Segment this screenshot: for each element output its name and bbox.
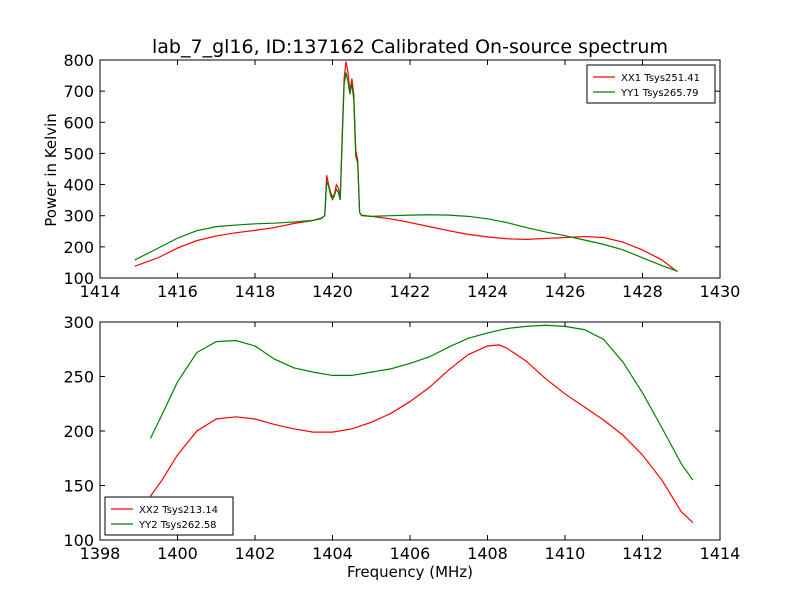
bottom-ytick-label: 300 bbox=[63, 313, 94, 332]
bottom-xtick-label: 1404 bbox=[312, 544, 353, 563]
top-xtick-label: 1422 bbox=[390, 282, 431, 301]
bottom-series-1-line bbox=[149, 344, 694, 523]
bottom-xtick-label: 1402 bbox=[235, 544, 276, 563]
bottom-xaxis-title: Frequency (MHz) bbox=[347, 563, 473, 581]
bottom-legend-box bbox=[104, 496, 234, 536]
top-ytick-label: 300 bbox=[63, 207, 94, 226]
bottom-xtick-label: 1410 bbox=[545, 544, 586, 563]
bottom-ytick-label: 200 bbox=[63, 422, 94, 441]
top-xtick-label: 1424 bbox=[467, 282, 508, 301]
top-xtick-label: 1416 bbox=[157, 282, 198, 301]
bottom-ytick-label: 250 bbox=[63, 368, 94, 387]
top-panel: 1414 1416 1418 1420 1422 1424 1426 1428 1430 100 2… bbox=[63, 51, 740, 301]
top-ytick-label: 100 bbox=[63, 269, 94, 288]
top-xtick-label: 1418 bbox=[235, 282, 276, 301]
bottom-ytick-label: 150 bbox=[63, 477, 94, 496]
bottom-xtick-label: 1412 bbox=[622, 544, 663, 563]
top-series-2-line bbox=[134, 72, 678, 272]
top-xtick-label: 1420 bbox=[312, 282, 353, 301]
top-yaxis-title: Power in Kelvin bbox=[42, 113, 60, 227]
top-ytick-label: 500 bbox=[63, 144, 94, 163]
figure-title: lab_7_gl16, ID:137162 Calibrated On-sour… bbox=[152, 36, 668, 58]
bottom-series-2-line bbox=[149, 324, 694, 481]
top-xtick-label: 1428 bbox=[622, 282, 663, 301]
top-legend-label-1: XX1 Tsys251.41 bbox=[621, 73, 700, 84]
bottom-xtick-label: 1398 bbox=[80, 544, 121, 563]
top-xtick-label: 1426 bbox=[545, 282, 586, 301]
top-xtick-label: 1414 bbox=[80, 282, 121, 301]
top-ytick-label: 200 bbox=[63, 238, 94, 257]
top-xtick-label: 1430 bbox=[700, 282, 741, 301]
top-ytick-label: 600 bbox=[63, 113, 94, 132]
bottom-panel: 1398 1400 1402 1404 1406 1408 1410 1412 1414 100 1… bbox=[63, 313, 740, 563]
bottom-legend: XX2 Tsys213.14 YY2 Tsys262.58 bbox=[104, 496, 234, 536]
bottom-ytick-label: 100 bbox=[63, 531, 94, 550]
top-ytick-label: 700 bbox=[63, 82, 94, 101]
top-series-1-line bbox=[134, 61, 678, 273]
bottom-xtick-label: 1406 bbox=[390, 544, 431, 563]
top-ytick-label: 800 bbox=[63, 51, 94, 70]
top-ytick-label: 400 bbox=[63, 176, 94, 195]
top-legend: XX1 Tsys251.41 YY1 Tsys265.79 bbox=[586, 64, 716, 104]
bottom-legend-label-2: YY2 Tsys262.58 bbox=[138, 520, 217, 531]
top-legend-label-2: YY1 Tsys265.79 bbox=[620, 88, 699, 99]
bottom-xtick-label: 1408 bbox=[467, 544, 508, 563]
top-legend-box bbox=[586, 64, 716, 104]
bottom-legend-label-1: XX2 Tsys213.14 bbox=[139, 505, 218, 516]
bottom-xtick-label: 1414 bbox=[700, 544, 741, 563]
bottom-xtick-label: 1400 bbox=[157, 544, 198, 563]
